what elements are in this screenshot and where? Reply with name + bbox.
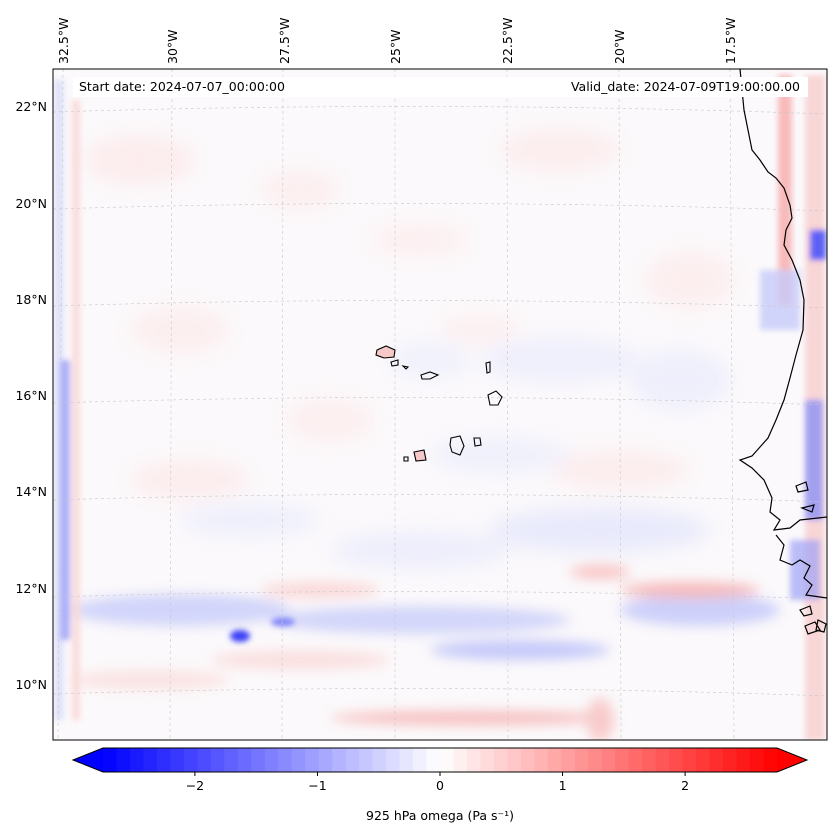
colorbar-segment [493,748,508,772]
latitude-labels: 22°N 20°N 18°N 16°N 14°N 12°N 10°N [15,99,47,692]
colorbar-segment [682,748,697,772]
lon-label: 30°W [165,29,180,64]
omega-field [53,69,827,740]
colorbar-segment [709,748,724,772]
lon-label: 25°W [388,29,403,64]
graticule [53,69,827,740]
colorbar-segment [426,748,441,772]
colorbar-segment [669,748,684,772]
colorbar-segment [736,748,751,772]
lat-label: 12°N [15,581,47,596]
colorbar-segment [278,748,293,772]
colorbar-segment [628,748,643,772]
colorbar-segment [750,748,765,772]
colorbar-segment [143,748,158,772]
colorbar-segment [763,748,778,772]
colorbar-segment [291,748,306,772]
colorbar-segment [588,748,603,772]
colorbar-segment [440,748,455,772]
colorbar-segment [318,748,333,772]
colorbar-segment [305,748,320,772]
colorbar-tick-label: 2 [681,778,689,793]
colorbar-segment [453,748,468,772]
colorbar-segment [655,748,670,772]
colorbar-tick-label: −2 [186,778,204,793]
colorbar-segment [507,748,522,772]
colorbar-segment [615,748,630,772]
colorbar-segment [332,748,347,772]
lat-label: 22°N [15,99,47,114]
colorbar-segment [183,748,198,772]
colorbar-segment [237,748,252,772]
header-band [73,77,808,97]
cape-verde-islands [375,345,503,462]
colorbar-segment [561,748,576,772]
lon-label: 17.5°W [723,18,738,64]
colorbar-segment [251,748,266,772]
colorbar-segment [520,748,535,772]
colorbar-tick-label: 0 [436,778,444,793]
colorbar-segment [642,748,657,772]
lon-label: 20°W [612,29,627,64]
colorbar-segment [413,748,428,772]
colorbar-max-arrow [777,748,807,772]
colorbar: −2 −1 0 1 2 925 hPa omega (Pa s⁻¹) [71,747,809,823]
colorbar-segment [601,748,616,772]
valid-date-label: Valid_date: 2024-07-09T19:00:00.00 [571,79,800,94]
lon-label: 32.5°W [56,18,71,64]
colorbar-segment [386,748,401,772]
colorbar-segment [264,748,279,772]
coastlines [738,69,827,635]
lat-label: 20°N [15,196,47,211]
colorbar-segment [197,748,212,772]
colorbar-segment [345,748,360,772]
colorbar-ticks: −2 −1 0 1 2 [186,772,689,793]
colorbar-segment [723,748,738,772]
colorbar-tick-label: 1 [559,778,567,793]
map-frame [52,68,828,741]
lon-label: 27.5°W [277,18,292,64]
colorbar-segment [156,748,171,772]
lat-label: 18°N [15,292,47,307]
start-date-label: Start date: 2024-07-07_00:00:00 [79,79,285,94]
colorbar-outline [71,747,809,773]
colorbar-segment [480,748,495,772]
colorbar-min-arrow [73,748,103,772]
colorbar-segment [466,748,482,772]
colorbar-segment [170,748,185,772]
colorbar-label: 925 hPa omega (Pa s⁻¹) [366,808,514,823]
colorbar-segment [103,748,118,772]
longitude-labels: 32.5°W 30°W 27.5°W 25°W 22.5°W 20°W 17.5… [56,18,738,64]
lat-label: 16°N [15,388,47,403]
colorbar-segment [372,748,387,772]
colorbar-segment [129,748,145,772]
colorbar-segments [103,748,778,772]
colorbar-segment [210,748,225,772]
lat-label: 10°N [15,677,47,692]
colorbar-segment [224,748,239,772]
colorbar-segment [359,748,374,772]
colorbar-tick-label: −1 [308,778,326,793]
lon-label: 22.5°W [500,18,515,64]
colorbar-segment [116,748,131,772]
colorbar-segment [547,748,562,772]
colorbar-segment [574,748,589,772]
lat-label: 14°N [15,484,47,499]
colorbar-segment [534,748,549,772]
colorbar-segment [399,748,414,772]
colorbar-segment [696,748,711,772]
